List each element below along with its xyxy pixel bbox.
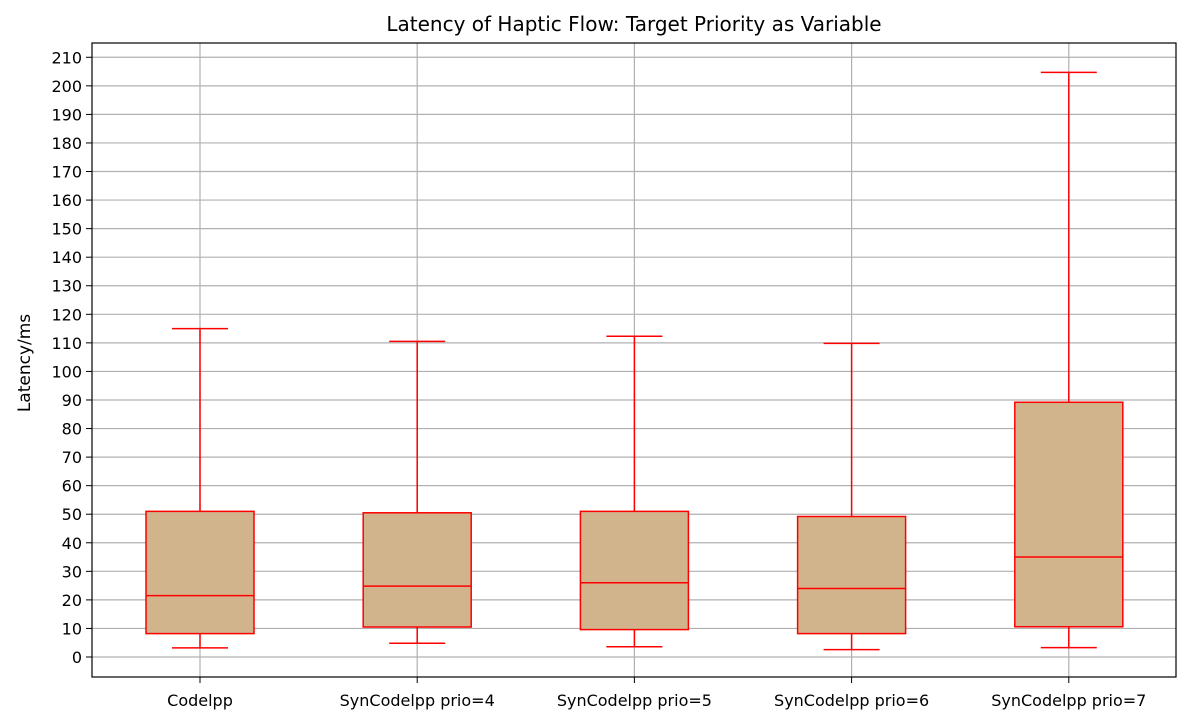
y-tick-label: 120	[51, 305, 82, 324]
box-group	[145, 327, 255, 649]
y-tick-label: 20	[62, 591, 82, 610]
iqr-box	[1014, 401, 1124, 628]
boxes	[145, 71, 1124, 651]
y-tick-label: 40	[62, 534, 82, 553]
y-tick-label: 130	[51, 277, 82, 296]
box-group	[579, 335, 690, 648]
y-tick-label: 210	[51, 48, 82, 67]
iqr-box	[362, 512, 472, 628]
box-group	[1014, 71, 1124, 649]
box-group	[796, 342, 907, 651]
y-axis-label: Latency/ms	[15, 314, 35, 412]
x-tick-label: Codelpp	[167, 691, 233, 710]
y-tick-label: 140	[51, 248, 82, 267]
iqr-box	[796, 515, 907, 635]
y-tick-label: 10	[62, 619, 82, 638]
x-tick-label: SynCodelpp prio=7	[991, 691, 1146, 710]
y-tick-label: 0	[72, 648, 82, 667]
y-axis: 0 10 20 30 40 50 60 70 80 90 100 110 120 130 140 150 160…	[51, 48, 92, 667]
y-tick-label: 150	[51, 220, 82, 239]
y-tick-label: 170	[51, 163, 82, 182]
x-tick-label: SynCodelpp prio=4	[340, 691, 495, 710]
y-tick-label: 160	[51, 191, 82, 210]
x-axis: Codelpp SynCodelpp prio=4 SynCodelpp prio=…	[167, 677, 1146, 710]
iqr-box	[145, 510, 255, 635]
y-tick-label: 70	[62, 448, 82, 467]
y-tick-label: 190	[51, 105, 82, 124]
y-tick-label: 50	[62, 505, 82, 524]
y-tick-label: 90	[62, 391, 82, 410]
y-tick-label: 200	[51, 77, 82, 96]
y-tick-label: 100	[51, 362, 82, 381]
y-tick-label: 180	[51, 134, 82, 153]
iqr-box	[579, 510, 690, 631]
y-tick-label: 110	[51, 334, 82, 353]
y-tick-label: 30	[62, 562, 82, 581]
x-tick-label: SynCodelpp prio=6	[774, 691, 929, 710]
chart-title: Latency of Haptic Flow: Target Priority …	[386, 12, 881, 36]
y-tick-label: 60	[62, 477, 82, 496]
y-tick-label: 80	[62, 420, 82, 439]
x-tick-label: SynCodelpp prio=5	[557, 691, 712, 710]
box-group	[362, 340, 472, 645]
